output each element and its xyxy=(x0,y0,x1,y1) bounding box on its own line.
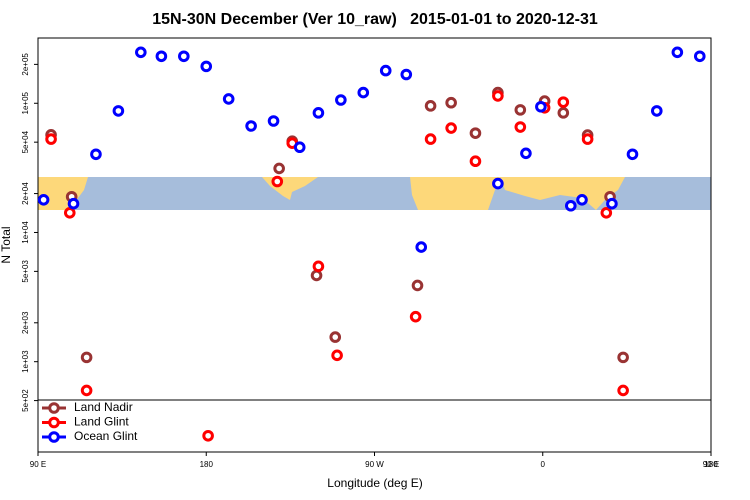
point xyxy=(411,279,424,292)
point xyxy=(617,384,629,397)
point xyxy=(45,133,57,145)
point xyxy=(80,351,93,364)
plot-frame xyxy=(37,37,712,453)
point xyxy=(400,68,413,81)
point xyxy=(329,331,342,343)
point xyxy=(445,122,457,134)
point xyxy=(379,64,392,77)
point xyxy=(606,197,618,210)
point xyxy=(520,147,532,160)
point xyxy=(245,120,257,132)
point xyxy=(178,50,190,63)
point xyxy=(135,46,147,59)
point xyxy=(514,104,527,116)
point xyxy=(581,133,594,145)
point xyxy=(293,141,306,154)
point xyxy=(267,115,280,127)
point xyxy=(200,60,213,73)
point xyxy=(671,46,684,59)
legend-marker xyxy=(48,416,60,429)
legend-label: Ocean Glint xyxy=(74,429,138,443)
x-tick-label: 90 E xyxy=(703,460,719,469)
legend-label: Land Nadir xyxy=(74,400,133,414)
x-tick-label: 180 xyxy=(704,460,718,469)
point xyxy=(415,241,428,253)
point xyxy=(557,96,570,108)
point xyxy=(424,100,437,112)
point xyxy=(331,349,343,362)
point xyxy=(37,194,50,206)
point xyxy=(271,175,284,188)
x-tick-label: 180 xyxy=(200,460,214,469)
y-tick-label: 2e+05 xyxy=(21,53,30,76)
point xyxy=(222,93,235,105)
point xyxy=(273,162,285,175)
x-tick-label: 0 xyxy=(541,460,546,469)
point xyxy=(469,155,482,168)
x-axis-title: Longitude (deg E) xyxy=(327,476,422,490)
point xyxy=(312,107,325,119)
point xyxy=(557,107,570,119)
point xyxy=(576,194,588,206)
point xyxy=(67,197,80,210)
point xyxy=(492,177,504,190)
y-tick-label: 5e+03 xyxy=(21,260,30,283)
point xyxy=(63,207,76,219)
point xyxy=(312,260,325,273)
point xyxy=(202,429,214,442)
point xyxy=(492,90,504,102)
y-tick-label: 1e+05 xyxy=(21,91,30,114)
point xyxy=(409,310,422,323)
point xyxy=(650,105,663,117)
point xyxy=(693,50,706,63)
point xyxy=(80,384,93,397)
point xyxy=(600,207,613,219)
y-tick-label: 5e+02 xyxy=(21,389,30,412)
point xyxy=(424,133,437,145)
y-tick-label: 5e+04 xyxy=(21,130,30,153)
y-axis-title: N Total xyxy=(0,226,13,263)
legend-marker xyxy=(48,431,60,443)
point xyxy=(564,199,577,212)
point xyxy=(617,351,629,364)
y-tick-label: 2e+04 xyxy=(21,182,30,205)
point xyxy=(514,121,527,133)
point xyxy=(626,148,639,161)
x-tick-label: 90 W xyxy=(365,460,384,469)
chart-title: 15N-30N December (Ver 10_raw) 2015-01-01… xyxy=(152,11,598,28)
y-tick-label: 1e+04 xyxy=(21,221,30,244)
point xyxy=(90,148,102,161)
legend-label: Land Glint xyxy=(74,415,129,429)
point xyxy=(469,127,482,139)
y-tick-label: 1e+03 xyxy=(21,350,30,373)
y-tick-label: 2e+03 xyxy=(21,311,30,334)
legend-marker xyxy=(48,402,60,414)
point xyxy=(112,105,125,117)
x-tick-label: 90 E xyxy=(30,460,46,469)
point xyxy=(310,269,323,282)
point xyxy=(535,100,547,113)
point xyxy=(357,86,370,99)
point xyxy=(155,50,168,63)
point xyxy=(445,96,457,109)
point xyxy=(335,94,347,106)
